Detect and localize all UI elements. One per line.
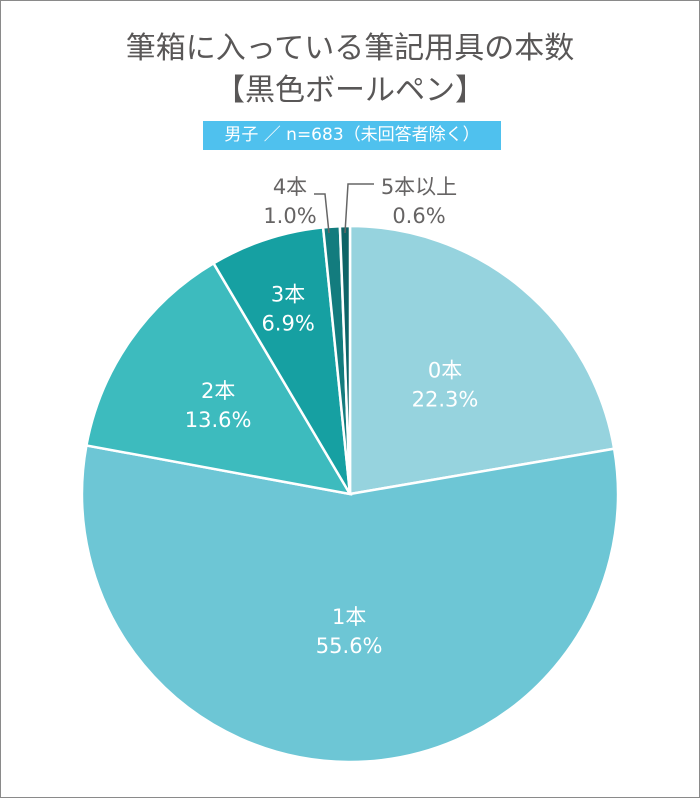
slice-value-label-1: 55.6%	[316, 634, 383, 658]
slice-label-1: 1本	[332, 605, 366, 629]
slice-label-0: 0本	[428, 358, 462, 382]
pie-slice-1	[80, 443, 620, 764]
slice-label-4: 4本	[273, 175, 307, 199]
pie-slice-3	[211, 225, 352, 495]
leader-line-5	[344, 183, 374, 234]
slice-value-label-2: 13.6%	[185, 408, 252, 432]
slice-value-label-5: 0.6%	[392, 204, 445, 228]
chart-title-line1: 筆箱に入っている筆記用具の本数	[125, 31, 575, 66]
slice-value-label-4: 1.0%	[263, 204, 316, 228]
pie-slice-2	[84, 261, 353, 496]
slice-label-5: 5本以上	[381, 175, 457, 199]
slice-label-3: 3本	[271, 283, 305, 307]
subtitle-badge: 男子 ／ n=683（未回答者除く）	[203, 121, 501, 150]
leader-line-4	[314, 193, 330, 234]
pie-slice-0	[348, 224, 616, 496]
chart-title-line2: 【黒色ボールペン】	[215, 73, 485, 108]
slice-label-2: 2本	[201, 379, 235, 403]
slice-value-label-3: 6.9%	[261, 312, 314, 336]
slice-value-label-0: 22.3%	[412, 387, 479, 411]
